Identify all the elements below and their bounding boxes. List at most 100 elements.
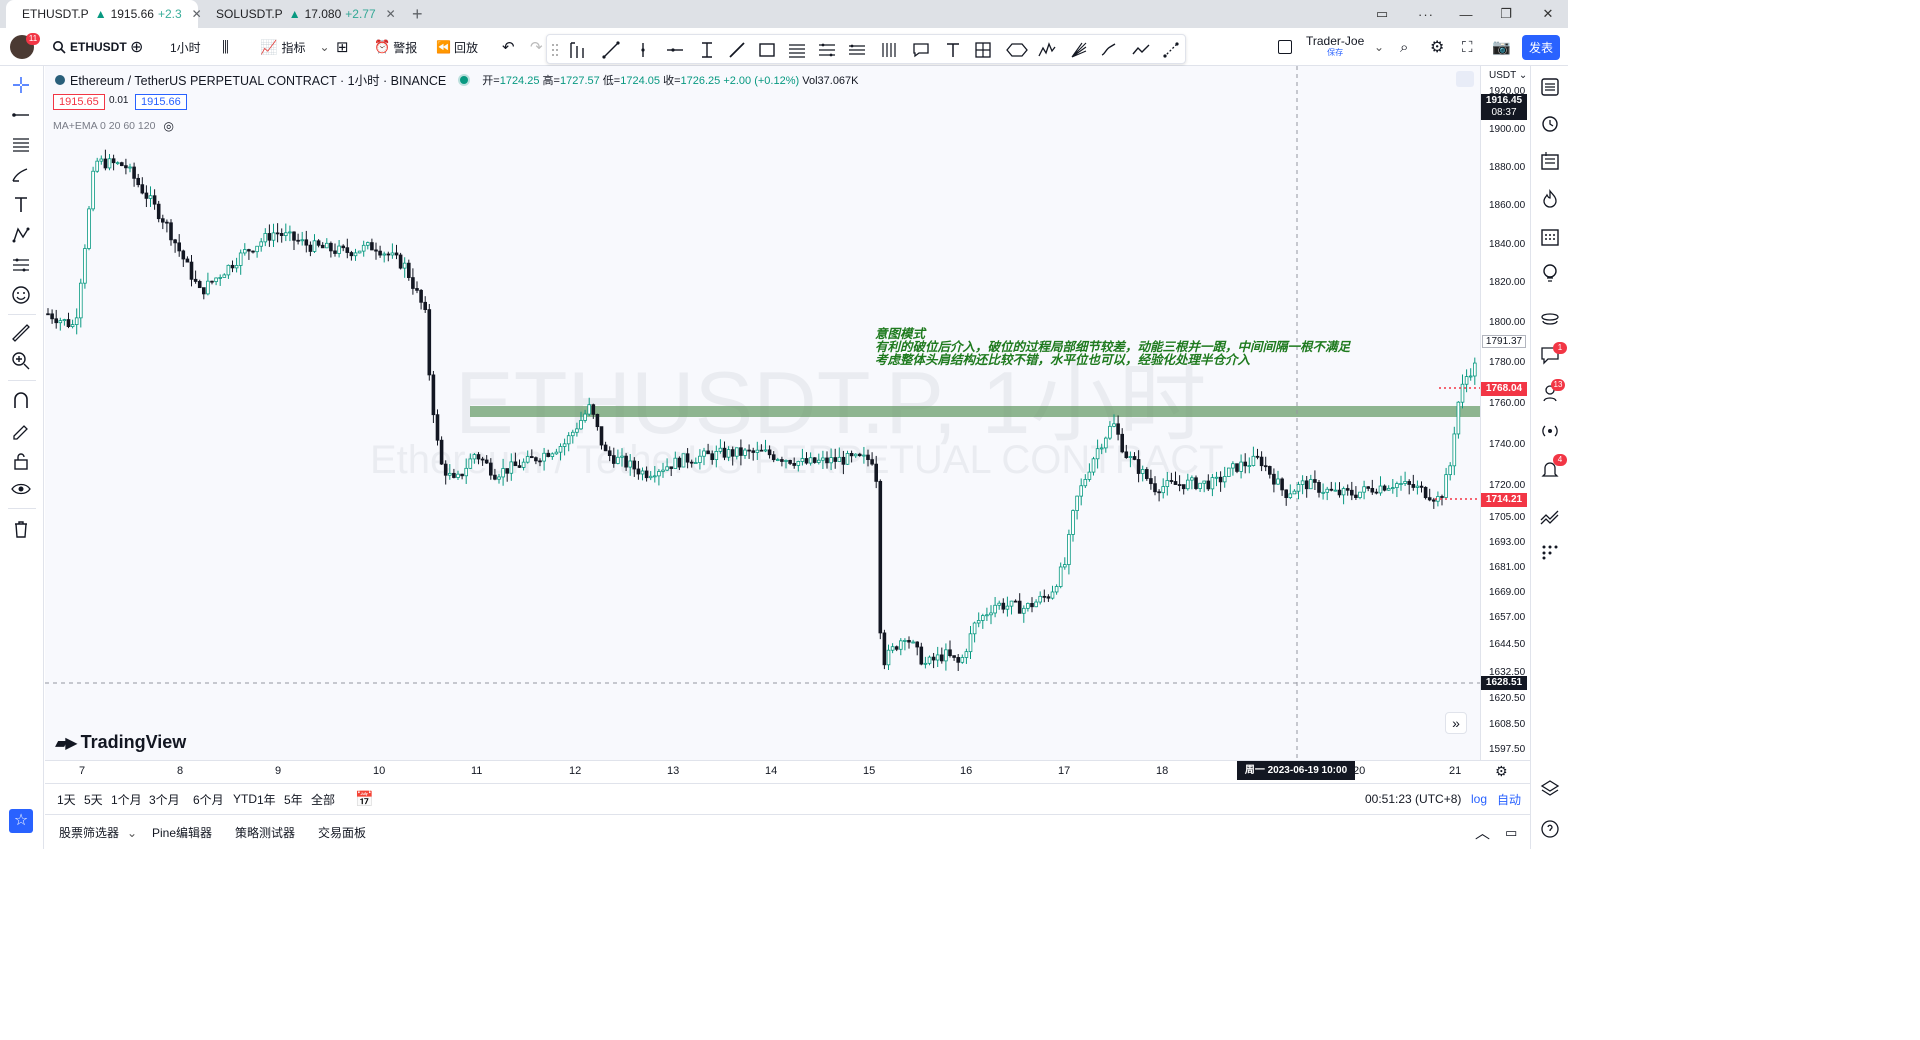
brush-icon[interactable] [1099, 40, 1119, 60]
fib-levels-icon[interactable] [10, 134, 32, 156]
watchlist-icon[interactable] [1539, 76, 1561, 98]
rectangle-icon[interactable] [757, 40, 777, 60]
trash-icon[interactable] [10, 518, 32, 540]
range-button[interactable]: 1个月 [111, 792, 142, 807]
range-button[interactable]: 3个月 [149, 792, 180, 807]
indicators-button[interactable]: 📈 指标 ⌄ [260, 28, 330, 66]
new-tab-icon[interactable]: + [412, 3, 423, 24]
range-button[interactable]: YTD [233, 792, 257, 806]
auto-scale-toggle[interactable]: 自动 [1497, 792, 1522, 807]
tab-pine-editor[interactable]: Pine编辑器 [152, 826, 213, 840]
favorites-star-icon[interactable]: ☆ [9, 809, 33, 833]
undo-icon[interactable]: ↶ [502, 39, 515, 56]
chart-settings-badge[interactable] [1456, 71, 1474, 87]
alert-button[interactable]: ⏰ 警报 [374, 28, 417, 66]
chevron-down-icon[interactable]: ⌄ [1374, 40, 1385, 54]
emoji-icon[interactable] [10, 284, 32, 306]
zigzag-icon[interactable] [1539, 506, 1561, 528]
drag-handle-icon[interactable] [551, 40, 559, 60]
trend-line-icon[interactable] [10, 104, 32, 126]
parallel-channel-icon[interactable] [787, 40, 807, 60]
community-icon[interactable] [1539, 308, 1561, 330]
brush-icon[interactable] [10, 164, 32, 186]
publish-button[interactable]: 发表 [1522, 28, 1561, 66]
quick-search-icon[interactable]: ⌕ [1400, 38, 1409, 56]
gann-box-icon[interactable] [847, 40, 867, 60]
interval-button[interactable]: 1小时 [170, 40, 201, 55]
magnet-icon[interactable] [10, 390, 32, 412]
range-button[interactable]: 6个月 [193, 792, 224, 807]
lock-icon[interactable] [10, 450, 32, 472]
fullscreen-icon[interactable]: ⛶ [1462, 38, 1473, 56]
ray-icon[interactable] [727, 40, 747, 60]
crosshair-icon[interactable] [10, 74, 32, 96]
callout-icon[interactable] [911, 40, 931, 60]
range-button[interactable]: 5天 [84, 792, 103, 807]
price-axis[interactable]: USDT ⌄ 1920.00 1900.00 1880.00 1860.00 1840.… [1480, 66, 1530, 760]
trend-line-icon[interactable] [601, 40, 621, 60]
tab-solusdt[interactable]: SOLUSDT.P ▲ 17.080 +2.77 ✕ [200, 0, 396, 28]
alarm-clock-icon[interactable] [1539, 112, 1561, 134]
zoom-in-icon[interactable] [10, 350, 32, 372]
layers-icon[interactable] [1539, 778, 1561, 800]
tab-strategy-tester[interactable]: 策略测试器 [235, 826, 296, 840]
pattern-icon[interactable] [10, 224, 32, 246]
hotlist-icon[interactable] [1539, 188, 1561, 210]
cross-line-icon[interactable] [697, 40, 717, 60]
range-button[interactable]: 1年 [257, 792, 276, 807]
cast-icon[interactable]: ▭ [1375, 6, 1389, 21]
clock-display[interactable]: 00:51:23 (UTC+8) [1365, 792, 1462, 806]
horizontal-line-icon[interactable] [665, 40, 685, 60]
replay-button[interactable]: ⏪ 回放 [436, 28, 478, 66]
chart-pane[interactable]: ETHUSDT.P, 1小时 Ethereum / TetherUS PERPE… [45, 66, 1480, 760]
gann-fan-icon[interactable] [1069, 40, 1089, 60]
currency-selector[interactable]: USDT ⌄ [1489, 70, 1528, 81]
tab-close-icon[interactable]: ✕ [191, 7, 202, 21]
date-range-calendar-icon[interactable]: 📅 [355, 791, 374, 808]
calendar-icon[interactable] [1539, 226, 1561, 248]
broadcast-icon[interactable] [1539, 420, 1561, 442]
layouts-grid-icon[interactable]: ⊞ [336, 39, 349, 56]
camera-icon[interactable]: 📷 [1492, 39, 1511, 56]
log-scale-toggle[interactable]: log [1471, 792, 1488, 806]
range-button[interactable]: 5年 [284, 792, 303, 807]
symbol-search[interactable]: ETHUSDT [52, 28, 127, 66]
time-axis[interactable]: 7 8 9 10 11 12 13 14 15 16 17 18 20 21 周一 2023-06-19 … [45, 760, 1530, 782]
range-button[interactable]: 1天 [57, 792, 76, 807]
bell-icon[interactable] [1539, 458, 1561, 480]
text-icon[interactable] [10, 194, 32, 216]
tab-ethusdt[interactable]: ETHUSDT.P ▲ 1915.66 +2.3 ✕ [6, 0, 202, 28]
pitchfork-icon[interactable] [567, 40, 587, 60]
more-icon[interactable]: ··· [1418, 6, 1434, 22]
buy-button[interactable]: 1915.66 [135, 94, 187, 110]
layout-name-button[interactable]: Trader-Joe 保存 [1306, 28, 1364, 66]
indicator-legend[interactable]: MA+EMA 0 20 60 120 ◎ [53, 119, 174, 133]
text-icon[interactable] [943, 40, 963, 60]
redo-icon[interactable]: ↷ [530, 39, 543, 56]
dots-grid-icon[interactable] [1539, 540, 1561, 562]
vertical-line-icon[interactable] [633, 40, 653, 60]
range-button[interactable]: 全部 [311, 792, 336, 807]
fib-retracement-icon[interactable] [817, 40, 837, 60]
ruler-icon[interactable] [10, 322, 32, 344]
user-menu[interactable]: 11 [10, 28, 40, 66]
measure-icon[interactable] [1161, 40, 1181, 60]
ellipse-icon[interactable] [1005, 40, 1029, 60]
tab-close-icon[interactable]: ✕ [385, 7, 396, 21]
lightbulb-icon[interactable] [1539, 262, 1561, 284]
gear-icon[interactable]: ⚙ [1495, 763, 1508, 779]
path-icon[interactable] [1131, 40, 1151, 60]
data-window-icon[interactable] [1539, 150, 1561, 172]
candle-type-icon[interactable]: ⫼ [222, 38, 229, 56]
eye-icon[interactable] [10, 478, 32, 500]
layout-checkbox[interactable] [1278, 28, 1292, 66]
symbol-title[interactable]: Ethereum / TetherUS PERPETUAL CONTRACT ·… [70, 74, 447, 88]
tab-trading-panel[interactable]: 交易面板 [318, 826, 367, 840]
eye-hidden-icon[interactable]: ◎ [163, 119, 174, 133]
lock-pencil-icon[interactable] [10, 420, 32, 442]
gear-icon[interactable]: ⚙ [1430, 39, 1445, 56]
maximize-panel-icon[interactable]: ▭ [1505, 824, 1518, 840]
help-icon[interactable] [1539, 818, 1561, 840]
market-status-icon[interactable] [460, 75, 469, 84]
pattern-icon[interactable] [1037, 40, 1057, 60]
